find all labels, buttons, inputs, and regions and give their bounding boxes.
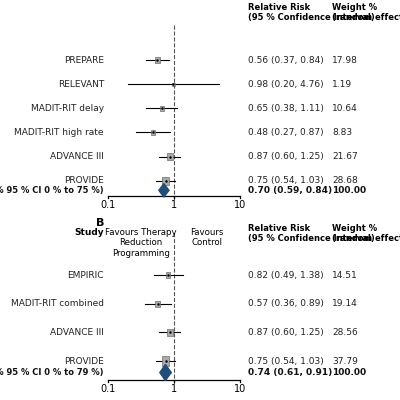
Bar	[156, 301, 160, 307]
Text: Relative Risk
(95 % Confidence Interval): Relative Risk (95 % Confidence Interval)	[248, 3, 375, 22]
Polygon shape	[159, 184, 169, 197]
Text: 100.00: 100.00	[332, 186, 366, 195]
Polygon shape	[160, 364, 171, 380]
Text: 10: 10	[234, 384, 246, 394]
Text: 0.75 (0.54, 1.03): 0.75 (0.54, 1.03)	[248, 356, 324, 366]
Text: ADVANCE III: ADVANCE III	[50, 328, 104, 337]
Bar	[162, 356, 170, 366]
Text: RELEVANT: RELEVANT	[58, 80, 104, 89]
Bar	[160, 106, 164, 110]
Text: 0.57 (0.36, 0.89): 0.57 (0.36, 0.89)	[248, 299, 324, 308]
Text: 0.74 (0.61, 0.91): 0.74 (0.61, 0.91)	[248, 368, 332, 377]
Text: 8.83: 8.83	[332, 128, 352, 137]
Text: Weight %
(random effects): Weight % (random effects)	[332, 224, 400, 243]
Text: Favours
Control: Favours Control	[190, 228, 224, 247]
Text: 0.98 (0.20, 4.76): 0.98 (0.20, 4.76)	[248, 80, 324, 89]
Text: PREPARE: PREPARE	[64, 56, 104, 65]
Text: 0.1: 0.1	[100, 384, 116, 394]
Bar	[172, 83, 175, 86]
Text: 100.00: 100.00	[332, 368, 366, 377]
Text: 1: 1	[171, 200, 177, 210]
Text: 17.98: 17.98	[332, 56, 358, 65]
Text: 0.75 (0.54, 1.03): 0.75 (0.54, 1.03)	[248, 176, 324, 185]
Text: 19.14: 19.14	[332, 299, 358, 308]
Text: PROVIDE: PROVIDE	[64, 356, 104, 366]
Text: Study: Study	[74, 228, 104, 237]
Bar	[162, 177, 170, 184]
Text: 0.1: 0.1	[100, 200, 116, 210]
Text: 10.64: 10.64	[332, 104, 358, 113]
Text: 28.68: 28.68	[332, 176, 358, 185]
Text: Favours Therapy
Reduction
Programming: Favours Therapy Reduction Programming	[105, 228, 177, 258]
Text: MADIT-RIT delay: MADIT-RIT delay	[31, 104, 104, 113]
Text: 0.65 (0.38, 1.11): 0.65 (0.38, 1.11)	[248, 104, 324, 113]
Bar	[151, 130, 155, 134]
Text: 14.51: 14.51	[332, 270, 358, 280]
Text: PROVIDE: PROVIDE	[64, 176, 104, 185]
Text: B: B	[96, 218, 104, 228]
Text: EMPIRIC: EMPIRIC	[68, 270, 104, 280]
Text: 0.56 (0.37, 0.84): 0.56 (0.37, 0.84)	[248, 56, 324, 65]
Text: 21.67: 21.67	[332, 152, 358, 161]
Text: 0.87 (0.60, 1.25): 0.87 (0.60, 1.25)	[248, 328, 324, 337]
Text: 0.82 (0.49, 1.38): 0.82 (0.49, 1.38)	[248, 270, 324, 280]
Bar	[166, 272, 170, 278]
Text: 0.87 (0.60, 1.25): 0.87 (0.60, 1.25)	[248, 152, 324, 161]
Text: 10: 10	[234, 200, 246, 210]
Text: Weight %
(random effects): Weight % (random effects)	[332, 3, 400, 22]
Bar	[155, 57, 160, 63]
Text: 28.56: 28.56	[332, 328, 358, 337]
Text: 1: 1	[171, 384, 177, 394]
Bar	[167, 328, 173, 336]
Text: Relative Risk
(95 % Confidence Interval): Relative Risk (95 % Confidence Interval)	[248, 224, 375, 243]
Text: 0.48 (0.27, 0.87): 0.48 (0.27, 0.87)	[248, 128, 324, 137]
Text: Overall (I²=0 % 95 % CI 0 % to 79 %): Overall (I²=0 % 95 % CI 0 % to 79 %)	[0, 368, 104, 377]
Text: MADIT-RIT high rate: MADIT-RIT high rate	[14, 128, 104, 137]
Text: 1.19: 1.19	[332, 80, 352, 89]
Text: MADIT-RIT combined: MADIT-RIT combined	[11, 299, 104, 308]
Text: 0.70 (0.59, 0.84): 0.70 (0.59, 0.84)	[248, 186, 332, 195]
Text: 37.79: 37.79	[332, 356, 358, 366]
Text: Overall (I²=0 % 95 % CI 0 % to 75 %): Overall (I²=0 % 95 % CI 0 % to 75 %)	[0, 186, 104, 195]
Bar	[167, 153, 173, 160]
Text: ADVANCE III: ADVANCE III	[50, 152, 104, 161]
